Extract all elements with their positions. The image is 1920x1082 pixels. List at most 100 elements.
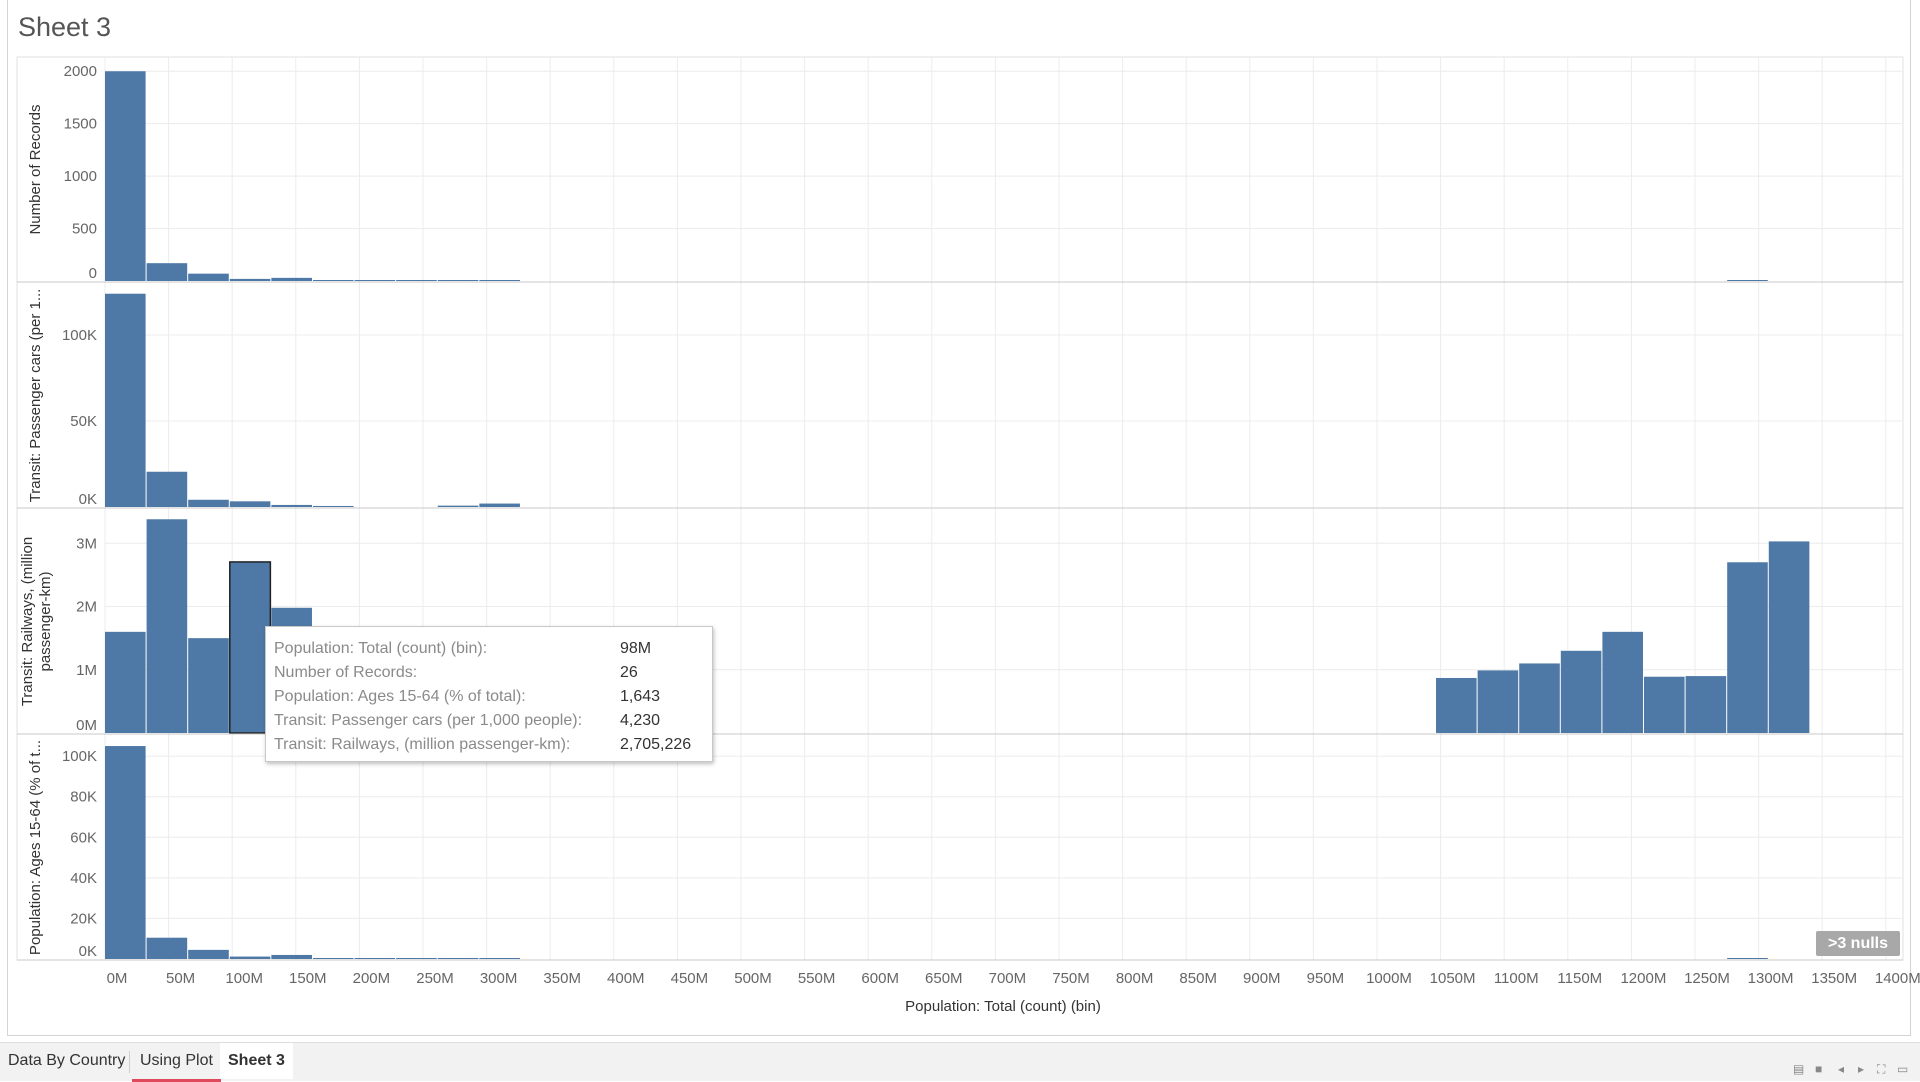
x-tick-label: 1150M <box>1557 970 1602 987</box>
y-tick-label: 100K <box>62 748 97 765</box>
tooltip-label: Transit: Railways, (million passenger-km… <box>274 736 571 753</box>
histogram-bar <box>1643 676 1685 733</box>
x-tick-label: 1350M <box>1811 970 1857 987</box>
x-tick-label: 750M <box>1052 970 1090 987</box>
histogram-bar <box>437 280 479 281</box>
y-tick-label: 60K <box>70 829 97 846</box>
x-tick-label: 150M <box>289 970 327 987</box>
y-tick-label: 2M <box>76 599 97 616</box>
x-tick-label: 400M <box>607 970 645 987</box>
x-tick-label: 700M <box>989 970 1027 987</box>
highlighted-bar <box>229 561 272 734</box>
tooltip-value: 98M <box>620 640 652 657</box>
tab-divider <box>129 1051 130 1073</box>
tooltip-row: Population: Total (count) (bin): 98M <box>274 637 704 661</box>
tooltip-row: Number of Records: 26 <box>274 661 704 685</box>
x-tick-label: 1000M <box>1366 970 1412 987</box>
histogram-bar <box>1477 670 1519 733</box>
y-axis-title: Population: Ages 15-64 (% of t... <box>27 740 44 955</box>
x-tick-label: 0M <box>107 970 128 987</box>
y-tick-label: 3M <box>76 535 97 552</box>
histogram-bar <box>229 501 271 507</box>
nulls-indicator[interactable]: >3 nulls <box>1816 931 1900 956</box>
histogram-bar <box>396 958 437 959</box>
y-tick-label: 1M <box>76 662 97 679</box>
histogram-chart[interactable]: 0 500 1000 1500 2000 Number of Records 0K 50K 10… <box>0 0 1920 1040</box>
grid-view-icon[interactable]: ▤ <box>1793 1062 1805 1076</box>
x-tick-label: 1100M <box>1494 970 1539 987</box>
histogram-bar <box>1436 677 1477 733</box>
x-tick-label: 50M <box>166 970 195 987</box>
y-tick-label: 100K <box>62 327 97 344</box>
x-tick-label: 600M <box>861 970 899 987</box>
histogram-bar <box>354 958 396 959</box>
histogram-bar <box>1519 663 1560 733</box>
worksheet-frame <box>7 0 1911 1036</box>
y-tick-label: 20K <box>70 910 97 927</box>
x-tick-label: 850M <box>1179 970 1217 987</box>
histogram-bar <box>1685 676 1727 733</box>
tooltip-label: Population: Total (count) (bin): <box>274 640 488 657</box>
x-tick-label: 300M <box>480 970 518 987</box>
tooltip-row: Transit: Railways, (million passenger-km… <box>274 733 704 757</box>
tab-using-plot[interactable]: Using Plot <box>132 1043 221 1082</box>
next-sheet-icon[interactable]: ▸ <box>1858 1062 1865 1076</box>
x-tick-label: 450M <box>671 970 709 987</box>
tab-sheet-3[interactable]: Sheet 3 <box>220 1043 293 1079</box>
histogram-bar <box>437 958 479 959</box>
histogram-bar <box>105 71 146 282</box>
histogram-bar <box>479 958 520 959</box>
y-tick-label: 500 <box>72 221 97 238</box>
tooltip-label: Transit: Passenger cars (per 1,000 peopl… <box>274 712 583 729</box>
y-tick-label: 0 <box>89 265 97 282</box>
histogram-bar <box>1727 958 1768 959</box>
single-view-icon[interactable]: ■ <box>1815 1062 1823 1076</box>
tab-data-by-country[interactable]: Data By Country <box>8 1052 126 1069</box>
tooltip-value: 2,705,226 <box>620 736 692 753</box>
histogram-bar <box>312 505 354 507</box>
histogram-bar <box>146 519 188 733</box>
y-axis-title: passenger-km) <box>37 571 54 671</box>
y-axis-title: Transit: Railways, (million <box>19 537 36 706</box>
x-tick-label: 900M <box>1243 970 1281 987</box>
y-tick-label: 0K <box>79 491 97 508</box>
x-tick-label: 1250M <box>1684 970 1730 987</box>
x-tick-label: 350M <box>543 970 581 987</box>
histogram-bar <box>1727 562 1768 733</box>
x-tick-label: 550M <box>798 970 836 987</box>
histogram-bar <box>146 263 188 281</box>
y-tick-label: 1000 <box>64 168 97 185</box>
histogram-bar <box>271 504 312 507</box>
fit-view-icon[interactable]: ⛶ <box>1877 1062 1886 1076</box>
x-tick-label: 100M <box>225 970 263 987</box>
histogram-bar <box>229 278 271 281</box>
y-tick-label: 0K <box>79 943 97 960</box>
histogram-bar <box>1727 280 1768 281</box>
histogram-bar <box>146 937 188 959</box>
histogram-bar <box>479 280 520 281</box>
histogram-bar <box>271 277 312 281</box>
histogram-bar <box>1560 650 1602 733</box>
x-tick-label: 250M <box>416 970 454 987</box>
tooltip-label: Number of Records: <box>274 664 418 681</box>
y-tick-label: 50K <box>70 413 97 430</box>
tooltip-value: 26 <box>620 664 638 681</box>
tooltip: Population: Total (count) (bin): 98M Numb… <box>265 626 713 762</box>
y-tick-label: 40K <box>70 870 97 887</box>
x-tick-label: 800M <box>1116 970 1154 987</box>
sheet-title: Sheet 3 <box>18 12 112 42</box>
histogram-bar <box>188 499 229 507</box>
histogram-bar <box>1602 631 1643 733</box>
histogram-bar <box>105 746 146 959</box>
previous-sheet-icon[interactable]: ◂ <box>1838 1062 1845 1076</box>
histogram-bar <box>229 956 271 959</box>
y-tick-label: 1500 <box>64 116 97 133</box>
x-axis-title: Population: Total (count) (bin) <box>905 998 1101 1015</box>
x-tick-label: 200M <box>353 970 391 987</box>
x-tick-label: 650M <box>925 970 963 987</box>
histogram-bar <box>396 280 437 281</box>
histogram-bar <box>105 631 146 733</box>
tooltip-row: Transit: Passenger cars (per 1,000 peopl… <box>274 709 704 733</box>
presentation-mode-icon[interactable]: ▭ <box>1897 1062 1909 1076</box>
histogram-bar <box>1768 541 1810 733</box>
